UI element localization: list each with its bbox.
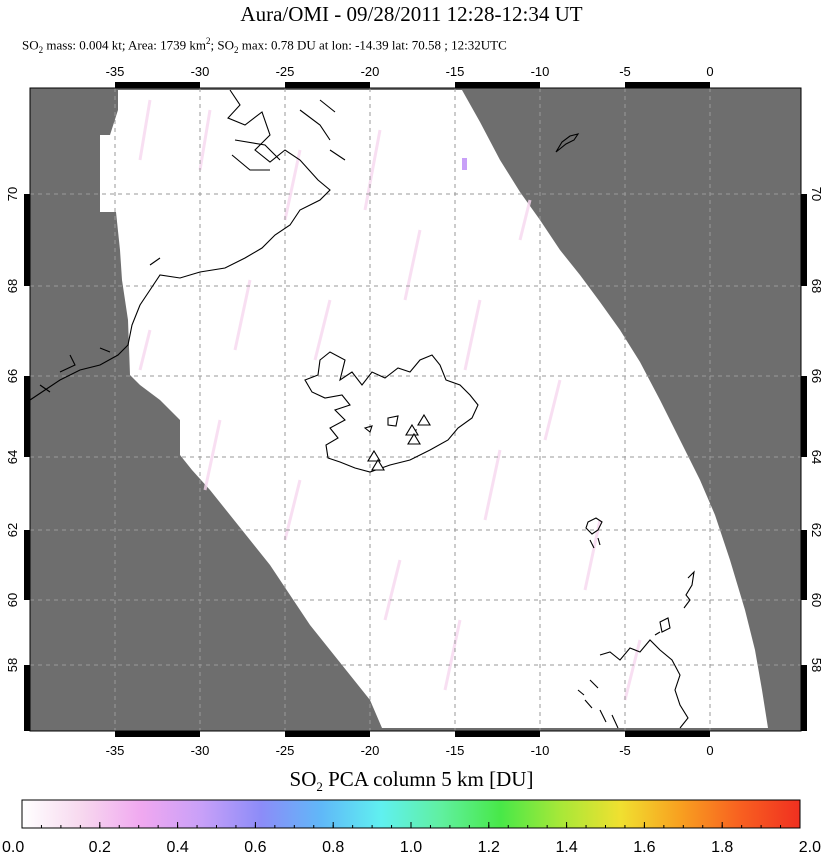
colorbar-tick-label: 1.6 (633, 839, 655, 855)
lat-labels-right: 70 68 66 64 62 60 58 (809, 187, 823, 672)
colorbar-tick-label: 0.0 (2, 839, 24, 855)
triangle-icon (367, 449, 381, 462)
lat-label: 70 (809, 187, 823, 201)
lon-label: -35 (106, 64, 125, 79)
subtitle-max-location: max: 0.78 DU at lon: -14.39 lat: 70.58 ;… (238, 37, 507, 53)
lon-labels-top: -35 -30 -25 -20 -15 -10 -5 0 (106, 64, 714, 79)
lat-label: 62 (5, 523, 20, 537)
triangle-icon (405, 423, 419, 436)
colorbar-tick-label: 1.0 (400, 839, 422, 855)
lon-label: -20 (361, 743, 380, 758)
so2-max-spot (462, 158, 467, 170)
colorbar-tick-label: 1.4 (555, 839, 577, 855)
lon-label: -20 (361, 64, 380, 79)
colorbar-tick-label: 0.4 (166, 839, 188, 855)
lat-label: 58 (5, 658, 20, 672)
colorbar-title-so2: SO (289, 767, 317, 791)
map: -35 -30 -25 -20 -15 -10 -5 0 -35 -30 -25… (5, 64, 823, 758)
lon-label: -15 (446, 743, 465, 758)
colorbar-ticks: 0.0 0.2 0.4 0.6 0.8 1.0 1.2 1.4 1.6 1.8 2.0 (2, 822, 821, 855)
colorbar: 0.0 0.2 0.4 0.6 0.8 1.0 1.2 1.4 1.6 1.8 2.0 (2, 799, 821, 855)
colorbar-tick-label: 1.2 (478, 839, 500, 855)
lat-label: 70 (5, 187, 20, 201)
map-subtitle: SO2 mass: 0.004 kt; Area: 1739 km2; SO2 … (22, 36, 507, 55)
lat-labels-left: 70 68 66 64 62 60 58 (5, 187, 20, 672)
lon-label: 0 (706, 64, 713, 79)
colorbar-tick-label: 0.8 (322, 839, 344, 855)
lon-label: -25 (276, 64, 295, 79)
lat-label: 60 (5, 593, 20, 607)
graticule (30, 88, 801, 731)
colorbar-tick-label: 0.2 (89, 839, 111, 855)
lon-label: -10 (531, 64, 550, 79)
lon-label: -10 (531, 743, 550, 758)
lat-label: 58 (809, 658, 823, 672)
orkney-coast (654, 617, 671, 636)
colorbar-title-text: PCA column 5 km [DU] (322, 767, 534, 791)
lat-label: 66 (5, 369, 20, 383)
subtitle-so2-label: SO (22, 37, 39, 53)
triangle-icon (417, 413, 431, 426)
lon-label: -35 (106, 743, 125, 758)
subtitle-mass-area: mass: 0.004 kt; Area: 1739 km (43, 37, 206, 53)
lat-label: 64 (809, 450, 823, 464)
lon-label: -5 (619, 64, 631, 79)
lon-labels-bottom: -35 -30 -25 -20 -15 -10 -5 0 (106, 743, 714, 758)
colorbar-title-subscript: 2 (316, 779, 323, 795)
iceland-coast (304, 351, 479, 473)
lat-label: 68 (809, 279, 823, 293)
satellite-swath (100, 90, 768, 728)
triangle-icon (371, 458, 385, 471)
colorbar-title: SO2 PCA column 5 km [DU] (0, 767, 823, 795)
greenland-coast (29, 89, 331, 401)
lat-label: 62 (809, 523, 823, 537)
jan-mayen-coast (555, 133, 580, 153)
lon-label: -30 (191, 64, 210, 79)
subtitle-so2-subscript-2: 2 (233, 44, 239, 55)
lat-label: 66 (809, 369, 823, 383)
lon-label: -25 (276, 743, 295, 758)
axis-border (24, 82, 807, 737)
subtitle-so2-subscript: 2 (38, 44, 44, 55)
coastlines (29, 89, 695, 729)
lat-label: 68 (5, 279, 20, 293)
colorbar-tick-label: 2.0 (799, 839, 821, 855)
faroe-islands-coast (585, 517, 603, 549)
triangle-icon (407, 432, 421, 445)
colorbar-tick-label: 1.8 (711, 839, 733, 855)
lat-label: 60 (809, 593, 823, 607)
greenland-fjords (39, 99, 346, 393)
colorbar-tick-label: 0.6 (244, 839, 266, 855)
lon-label: 0 (706, 743, 713, 758)
lon-label: -5 (619, 743, 631, 758)
subtitle-area-superscript: 2 (205, 36, 211, 46)
subtitle-so2-label-2: ; SO (210, 37, 234, 53)
lon-label: -15 (446, 64, 465, 79)
volcano-markers (367, 413, 431, 471)
lon-label: -30 (191, 743, 210, 758)
lat-label: 64 (5, 450, 20, 464)
map-title: Aura/OMI - 09/28/2011 12:28-12:34 UT (240, 2, 583, 26)
scotland-coast (577, 639, 689, 729)
shetland-coast (683, 570, 695, 609)
